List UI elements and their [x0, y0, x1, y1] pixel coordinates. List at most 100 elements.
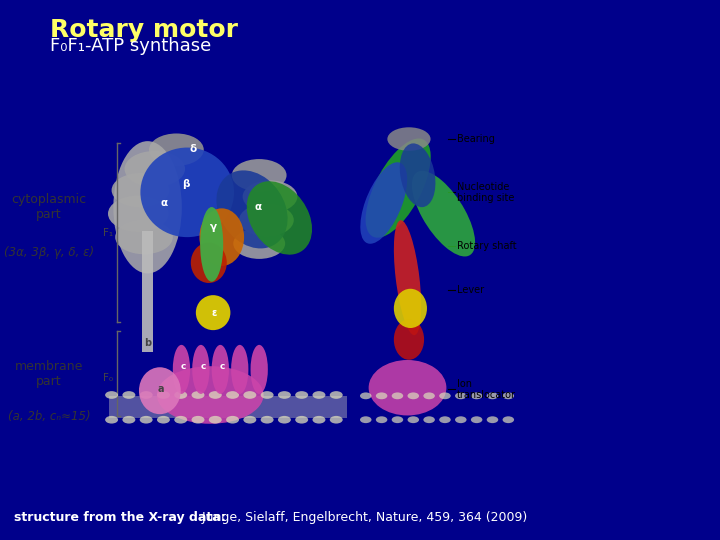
Ellipse shape	[394, 319, 424, 360]
Circle shape	[278, 416, 291, 423]
Ellipse shape	[114, 141, 181, 273]
Ellipse shape	[192, 345, 210, 394]
Circle shape	[243, 391, 256, 399]
Ellipse shape	[394, 220, 421, 335]
Circle shape	[312, 391, 325, 399]
Ellipse shape	[157, 366, 264, 424]
Circle shape	[376, 393, 387, 399]
Ellipse shape	[149, 133, 204, 166]
Circle shape	[122, 416, 135, 423]
Circle shape	[226, 391, 239, 399]
Ellipse shape	[139, 367, 181, 414]
Circle shape	[105, 416, 118, 423]
Ellipse shape	[173, 345, 190, 394]
Circle shape	[455, 416, 467, 423]
Ellipse shape	[394, 289, 427, 328]
Ellipse shape	[412, 171, 475, 256]
Ellipse shape	[233, 228, 285, 259]
Text: a: a	[158, 384, 165, 394]
Circle shape	[174, 391, 187, 399]
Ellipse shape	[199, 208, 244, 266]
Bar	[142, 231, 153, 352]
Circle shape	[295, 416, 308, 423]
Ellipse shape	[200, 207, 223, 282]
Text: c: c	[220, 362, 225, 371]
Circle shape	[503, 416, 514, 423]
Text: Bearing: Bearing	[457, 134, 495, 144]
Text: γ: γ	[210, 222, 217, 232]
Ellipse shape	[387, 127, 431, 151]
Text: Nucleotide
binding site: Nucleotide binding site	[457, 181, 515, 203]
Text: b: b	[144, 338, 151, 348]
Circle shape	[392, 416, 403, 423]
Circle shape	[439, 416, 451, 423]
Circle shape	[157, 416, 170, 423]
Ellipse shape	[212, 345, 229, 394]
Ellipse shape	[191, 242, 227, 283]
Ellipse shape	[125, 151, 185, 187]
Ellipse shape	[196, 295, 230, 330]
Text: β: β	[182, 179, 189, 189]
Circle shape	[140, 391, 153, 399]
Ellipse shape	[400, 144, 436, 207]
Ellipse shape	[366, 138, 431, 238]
Text: Rotary shaft: Rotary shaft	[457, 241, 517, 251]
Text: Junge, Sielaff, Engelbrecht, Nature, 459, 364 (2009): Junge, Sielaff, Engelbrecht, Nature, 459…	[194, 511, 528, 524]
Circle shape	[408, 393, 419, 399]
Ellipse shape	[360, 162, 408, 244]
Circle shape	[360, 393, 372, 399]
Circle shape	[295, 391, 308, 399]
Circle shape	[330, 391, 343, 399]
Text: α: α	[254, 202, 261, 212]
Circle shape	[278, 391, 291, 399]
Circle shape	[209, 416, 222, 423]
Ellipse shape	[369, 360, 446, 415]
Text: δ: δ	[189, 144, 197, 154]
Text: structure from the X-ray data:: structure from the X-ray data:	[14, 511, 226, 524]
Circle shape	[503, 393, 514, 399]
Ellipse shape	[231, 345, 248, 394]
Circle shape	[471, 416, 482, 423]
Bar	[109, 396, 347, 418]
Ellipse shape	[247, 181, 312, 255]
Text: ε: ε	[212, 308, 217, 318]
Circle shape	[487, 393, 498, 399]
Circle shape	[174, 416, 187, 423]
Text: membrane
part: membrane part	[15, 360, 83, 388]
Circle shape	[330, 416, 343, 423]
Text: α: α	[161, 198, 168, 208]
Circle shape	[261, 416, 274, 423]
Ellipse shape	[239, 204, 294, 237]
Circle shape	[192, 391, 204, 399]
Ellipse shape	[108, 196, 168, 232]
Ellipse shape	[251, 345, 268, 394]
Ellipse shape	[217, 171, 287, 248]
Circle shape	[312, 416, 325, 423]
Text: (a, 2b, cₙ≈15): (a, 2b, cₙ≈15)	[8, 410, 90, 423]
Text: F₀: F₀	[103, 373, 113, 383]
Ellipse shape	[115, 220, 173, 254]
Text: (3α, 3β, γ, δ, ε): (3α, 3β, γ, δ, ε)	[4, 246, 94, 259]
Circle shape	[376, 416, 387, 423]
Circle shape	[157, 391, 170, 399]
Circle shape	[423, 393, 435, 399]
Ellipse shape	[243, 180, 297, 213]
Ellipse shape	[140, 147, 234, 237]
Text: F₀F₁-ATP synthase: F₀F₁-ATP synthase	[50, 37, 212, 55]
Circle shape	[360, 416, 372, 423]
Circle shape	[487, 416, 498, 423]
Circle shape	[423, 416, 435, 423]
Circle shape	[105, 391, 118, 399]
Text: F₁: F₁	[103, 228, 113, 238]
Circle shape	[408, 416, 419, 423]
Text: Rotary motor: Rotary motor	[50, 18, 238, 42]
Circle shape	[209, 391, 222, 399]
Circle shape	[122, 391, 135, 399]
Circle shape	[471, 393, 482, 399]
Text: cytoplasmic
part: cytoplasmic part	[12, 193, 86, 221]
Ellipse shape	[112, 173, 169, 207]
Text: Lever: Lever	[457, 286, 485, 295]
Circle shape	[392, 393, 403, 399]
Circle shape	[455, 393, 467, 399]
Circle shape	[261, 391, 274, 399]
